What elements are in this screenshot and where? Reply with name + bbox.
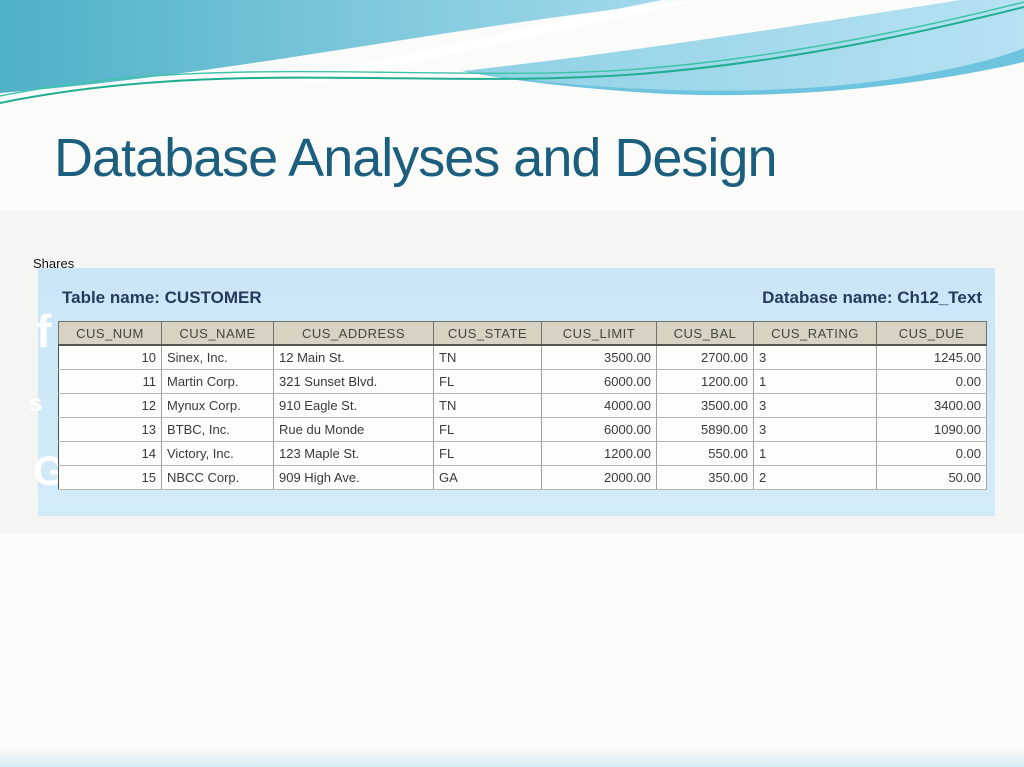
table-cell: 12 Main St. bbox=[273, 345, 434, 370]
table-cell: 0.00 bbox=[876, 441, 987, 466]
ghost-text-fragment: f bbox=[36, 305, 52, 357]
wave-green-line-a bbox=[0, 6, 1024, 104]
table-cell: Mynux Corp. bbox=[161, 393, 274, 418]
table-row: 14 Victory, Inc. 123 Maple St. FL 1200.00 550… bbox=[58, 441, 987, 466]
column-header: CUS_DUE bbox=[876, 321, 987, 346]
shares-label: Shares bbox=[33, 256, 75, 271]
table-cell: 1 bbox=[753, 441, 877, 466]
table-cell: 3 bbox=[753, 393, 877, 418]
table-cell: 3500.00 bbox=[656, 393, 754, 418]
table-cell: FL bbox=[433, 417, 542, 442]
wave-banner bbox=[0, 0, 1024, 104]
table-cell: Victory, Inc. bbox=[161, 441, 274, 466]
table-cell: 0.00 bbox=[876, 369, 987, 394]
bottom-gradient-strip bbox=[0, 749, 1024, 767]
table-cell: 11 bbox=[58, 369, 162, 394]
customer-table: CUS_NUM CUS_NAME CUS_ADDRESS CUS_STATE CUS_L… bbox=[58, 321, 987, 490]
table-cell: 10 bbox=[58, 345, 162, 370]
column-header: CUS_ADDRESS bbox=[273, 321, 434, 346]
wave-sky-right-shape bbox=[462, 0, 1024, 94]
table-cell: Rue du Monde bbox=[273, 417, 434, 442]
column-header: CUS_NAME bbox=[161, 321, 274, 346]
table-cell: 3400.00 bbox=[876, 393, 987, 418]
figure-caption-row: Table name: CUSTOMER Database name: Ch12… bbox=[62, 288, 982, 308]
wave-green-line-b bbox=[0, 1, 1024, 97]
table-header: CUS_NUM CUS_NAME CUS_ADDRESS CUS_STATE CUS_L… bbox=[58, 321, 987, 346]
table-cell: 2700.00 bbox=[656, 345, 754, 370]
table-cell: 5890.00 bbox=[656, 417, 754, 442]
table-cell: 1245.00 bbox=[876, 345, 987, 370]
table-cell: 550.00 bbox=[656, 441, 754, 466]
table-cell: 909 High Ave. bbox=[273, 465, 434, 490]
column-header: CUS_NUM bbox=[58, 321, 162, 346]
table-row: 13 BTBC, Inc. Rue du Monde FL 6000.00 5890.00… bbox=[58, 417, 987, 442]
table-cell: 350.00 bbox=[656, 465, 754, 490]
table-cell: 6000.00 bbox=[541, 369, 657, 394]
table-cell: 321 Sunset Blvd. bbox=[273, 369, 434, 394]
table-cell: Martin Corp. bbox=[161, 369, 274, 394]
table-row: 11 Martin Corp. 321 Sunset Blvd. FL 6000.00 1… bbox=[58, 369, 987, 394]
column-header: CUS_RATING bbox=[753, 321, 877, 346]
table-cell: 12 bbox=[58, 393, 162, 418]
column-header: CUS_STATE bbox=[433, 321, 542, 346]
table-cell: Sinex, Inc. bbox=[161, 345, 274, 370]
table-cell: FL bbox=[433, 369, 542, 394]
table-cell: 1090.00 bbox=[876, 417, 987, 442]
table-cell: 3 bbox=[753, 417, 877, 442]
table-row: 15 NBCC Corp. 909 High Ave. GA 2000.00 350.00… bbox=[58, 465, 987, 490]
table-cell: 123 Maple St. bbox=[273, 441, 434, 466]
table-cell: 3 bbox=[753, 345, 877, 370]
table-cell: 6000.00 bbox=[541, 417, 657, 442]
table-cell: 2000.00 bbox=[541, 465, 657, 490]
ghost-text-fragment: s bbox=[29, 390, 43, 417]
table-cell: BTBC, Inc. bbox=[161, 417, 274, 442]
column-header: CUS_LIMIT bbox=[541, 321, 657, 346]
table-cell: TN bbox=[433, 393, 542, 418]
database-name-label: Database name: Ch12_Text bbox=[762, 288, 982, 307]
table-cell: 1200.00 bbox=[656, 369, 754, 394]
table-cell: 3500.00 bbox=[541, 345, 657, 370]
column-header: CUS_BAL bbox=[656, 321, 754, 346]
table-cell: NBCC Corp. bbox=[161, 465, 274, 490]
table-cell: 1 bbox=[753, 369, 877, 394]
table-cell: FL bbox=[433, 441, 542, 466]
table-row: 10 Sinex, Inc. 12 Main St. TN 3500.00 2700.00… bbox=[58, 345, 987, 370]
table-row: 12 Mynux Corp. 910 Eagle St. TN 4000.00 3500.… bbox=[58, 393, 987, 418]
table-cell: 14 bbox=[58, 441, 162, 466]
table-cell: 2 bbox=[753, 465, 877, 490]
wave-accent-band bbox=[462, 48, 1024, 96]
table-cell: 50.00 bbox=[876, 465, 987, 490]
table-body: 10 Sinex, Inc. 12 Main St. TN 3500.00 2700.00… bbox=[58, 345, 987, 490]
table-cell: 910 Eagle St. bbox=[273, 393, 434, 418]
table-header-row: CUS_NUM CUS_NAME CUS_ADDRESS CUS_STATE CUS_L… bbox=[58, 321, 987, 346]
page-title: Database Analyses and Design bbox=[54, 128, 778, 188]
customer-table-figure: f s G Table name: CUSTOMER Database name… bbox=[29, 268, 995, 516]
wave-white-streak bbox=[300, 0, 700, 84]
table-name-label: Table name: CUSTOMER bbox=[62, 288, 262, 307]
table-cell: 15 bbox=[58, 465, 162, 490]
table-cell: 1200.00 bbox=[541, 441, 657, 466]
table-cell: GA bbox=[433, 465, 542, 490]
table-cell: 13 bbox=[58, 417, 162, 442]
wave-sky-left-shape bbox=[0, 0, 700, 93]
table-cell: TN bbox=[433, 345, 542, 370]
table-cell: 4000.00 bbox=[541, 393, 657, 418]
